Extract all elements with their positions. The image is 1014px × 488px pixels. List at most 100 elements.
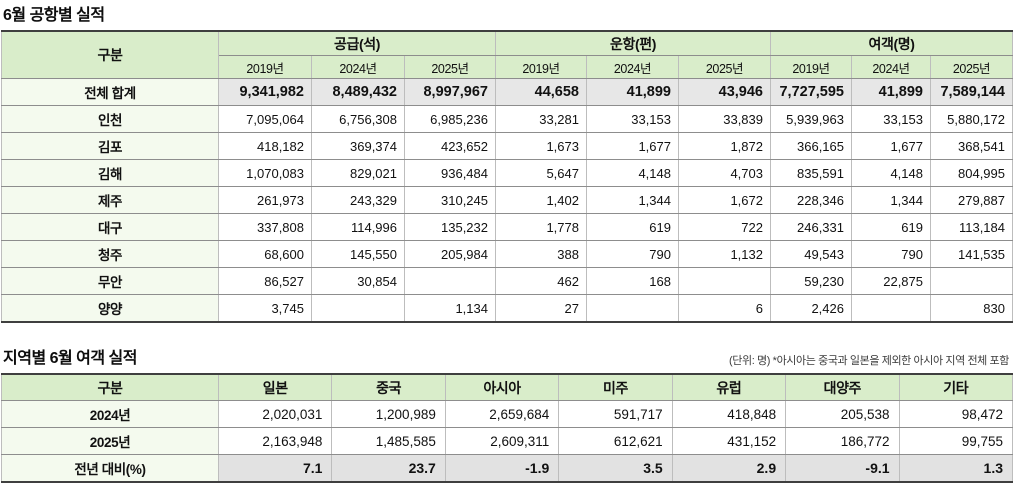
table-cell: 1,344	[851, 186, 931, 214]
table-cell: 418,848	[671, 400, 787, 428]
year-row-2025: 2025년 2,163,948 1,485,585 2,609,311 612,…	[1, 427, 1014, 455]
table-cell: 1,070,083	[218, 159, 312, 187]
table-cell: 1,485,585	[331, 427, 446, 455]
table-cell: 1,672	[678, 186, 771, 214]
row-label: 김포	[1, 132, 219, 160]
airport-row-cheongju: 청주 68,600 145,550 205,984 388 790 1,132 …	[1, 240, 1013, 268]
table-cell: 462	[495, 267, 587, 295]
table-cell: 423,652	[404, 132, 496, 160]
table-cell	[930, 267, 1013, 295]
table-cell: 1,872	[678, 132, 771, 160]
table-cell: 141,535	[930, 240, 1013, 268]
table-cell: 246,331	[770, 213, 852, 241]
year-header: 2024년	[851, 55, 931, 79]
table-cell: 804,995	[930, 159, 1013, 187]
table-cell: 49,543	[770, 240, 852, 268]
table-cell: 33,281	[495, 105, 587, 133]
total-row: 전체 합계 9,341,982 8,489,432 8,997,967 44,6…	[1, 78, 1013, 106]
table-cell: 6	[678, 294, 771, 323]
row-label: 제주	[1, 186, 219, 214]
table-cell: 7,727,595	[770, 78, 852, 106]
table-cell: 2,426	[770, 294, 852, 323]
year-header: 2025년	[930, 55, 1013, 79]
table-cell: 186,772	[785, 427, 900, 455]
table-cell	[311, 294, 405, 323]
year-header: 2019년	[495, 55, 587, 79]
airport-row-muan: 무안 86,527 30,854 462 168 59,230 22,875	[1, 267, 1013, 295]
table-cell: 1,673	[495, 132, 587, 160]
table-cell: 27	[495, 294, 587, 323]
table-cell: 2.9	[671, 454, 787, 483]
airport-table-title: 6월 공항별 실적	[3, 7, 105, 24]
table-cell: 4,148	[851, 159, 931, 187]
table-cell: 205,984	[404, 240, 496, 268]
table-cell: 1,134	[404, 294, 496, 323]
table-cell: 366,165	[770, 132, 852, 160]
table-cell: 6,756,308	[311, 105, 405, 133]
region-header-china: 중국	[331, 373, 446, 401]
table-cell: 1,677	[586, 132, 679, 160]
table-cell: 59,230	[770, 267, 852, 295]
table-cell: 310,245	[404, 186, 496, 214]
table-cell	[851, 294, 931, 323]
table-cell: 1,200,989	[331, 400, 446, 428]
table-cell: 619	[586, 213, 679, 241]
table-cell: 835,591	[770, 159, 852, 187]
table-cell: 8,997,967	[404, 78, 496, 106]
table-cell: 369,374	[311, 132, 405, 160]
table-cell: 113,184	[930, 213, 1013, 241]
table-cell: 936,484	[404, 159, 496, 187]
table-cell: 41,899	[586, 78, 679, 106]
table-cell: 5,880,172	[930, 105, 1013, 133]
table-cell: 7,589,144	[930, 78, 1013, 106]
table-cell: 4,703	[678, 159, 771, 187]
table-cell: 790	[851, 240, 931, 268]
table-cell: 228,346	[770, 186, 852, 214]
group-header-row: 구분 공급(석) 운항(편) 여객(명)	[1, 30, 1013, 79]
row-label: 인천	[1, 105, 219, 133]
table-cell: 418,182	[218, 132, 312, 160]
region-passenger-table: 구분 일본 중국 아시아 미주 유럽 대양주 기타 2024년 2,020,03…	[1, 373, 1014, 483]
region-header-japan: 일본	[217, 373, 333, 401]
table-cell: 2,659,684	[444, 400, 560, 428]
col-group-flights: 운항(편)	[495, 30, 771, 56]
airport-row-daegu: 대구 337,808 114,996 135,232 1,778 619 722…	[1, 213, 1013, 241]
airport-row-gimhae: 김해 1,070,083 829,021 936,484 5,647 4,148…	[1, 159, 1013, 187]
table-cell: 7.1	[217, 454, 333, 483]
corner-header: 구분	[1, 373, 219, 401]
table-cell: 30,854	[311, 267, 405, 295]
table-cell: 1,344	[586, 186, 679, 214]
table-cell: 3.5	[558, 454, 673, 483]
table-cell: 168	[586, 267, 679, 295]
table-cell: 8,489,432	[311, 78, 405, 106]
region-table-title: 지역별 6월 여객 실적	[3, 350, 138, 367]
table-cell: 68,600	[218, 240, 312, 268]
table-cell: 7,095,064	[218, 105, 312, 133]
region-section-header: 지역별 6월 여객 실적 (단위: 명) *아시아는 중국과 일본을 제외한 아…	[3, 350, 1011, 368]
table-cell: 722	[678, 213, 771, 241]
table-cell: 22,875	[851, 267, 931, 295]
table-cell: 1,132	[678, 240, 771, 268]
table-cell: 2,020,031	[217, 400, 333, 428]
yoy-change-row: 전년 대비(%) 7.1 23.7 -1.9 3.5 2.9 -9.1 1.3	[1, 454, 1014, 483]
row-label: 김해	[1, 159, 219, 187]
year-header: 2019년	[218, 55, 312, 79]
airport-row-incheon: 인천 7,095,064 6,756,308 6,985,236 33,281 …	[1, 105, 1013, 133]
table-cell: 612,621	[558, 427, 673, 455]
table-cell: 337,808	[218, 213, 312, 241]
unit-note: (단위: 명) *아시아는 중국과 일본을 제외한 아시아 지역 전체 포함	[729, 355, 1009, 367]
row-label: 청주	[1, 240, 219, 268]
page: 6월 공항별 실적 구분 공급(석) 운항(편) 여객(명) 2019년 202…	[0, 7, 1014, 483]
table-cell: 1.3	[898, 454, 1014, 483]
table-cell: 2,163,948	[217, 427, 333, 455]
table-cell: 9,341,982	[218, 78, 312, 106]
table-cell: 3,745	[218, 294, 312, 323]
table-cell	[586, 294, 679, 323]
table-cell: 6,985,236	[404, 105, 496, 133]
row-label: 양양	[1, 294, 219, 323]
table-cell: 33,153	[851, 105, 931, 133]
table-cell: -9.1	[785, 454, 900, 483]
region-header-americas: 미주	[558, 373, 673, 401]
table-cell: 5,647	[495, 159, 587, 187]
region-header-other: 기타	[898, 373, 1014, 401]
